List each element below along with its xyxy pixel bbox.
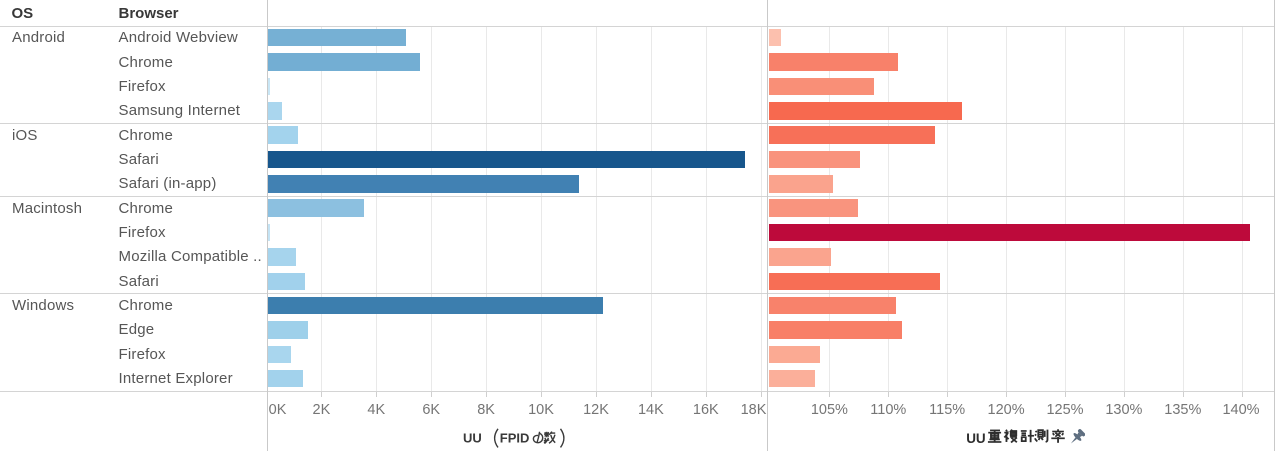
svg-text:UU: UU <box>966 431 986 446</box>
svg-text:FPID: FPID <box>500 431 530 446</box>
svg-text:UU: UU <box>463 431 482 446</box>
